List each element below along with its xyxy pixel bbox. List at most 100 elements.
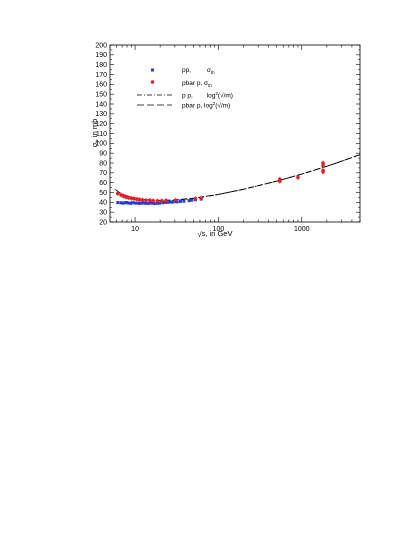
x-tick-label: 1000 (294, 226, 310, 233)
x-tick-labels: 10 100 1000 (131, 226, 309, 233)
pp-data-point (126, 201, 130, 205)
legend-ppfit-name: p p, (182, 93, 193, 100)
pp-data-point (152, 202, 156, 206)
y-tick-label: 200 (95, 42, 107, 49)
pp-data-point (116, 201, 120, 205)
pp-data-point (190, 198, 194, 202)
pp-data-point (158, 201, 162, 205)
legend: pp, σth pbar p, σth p p, log2(√/m) pbar … (137, 67, 233, 110)
pp-data-point (150, 201, 154, 205)
y-tick-label: 120 (95, 121, 107, 128)
legend-pbarpfit-sup: 2 (213, 101, 216, 106)
legend-pp-sub: th (211, 70, 215, 75)
legend-label-pbarp: pbar p, σth (182, 80, 212, 88)
y-tick-label: 90 (99, 151, 107, 158)
pp-data-point (161, 201, 165, 205)
legend-pbarpfit-tail: (√/m) (215, 102, 230, 110)
pp-data-point (141, 201, 145, 205)
pbarp-data-point (160, 198, 164, 203)
pp-data-point (144, 201, 148, 205)
pp-data-point (135, 201, 139, 205)
pbarp-data-point (147, 198, 152, 203)
pp-data-point (125, 201, 129, 205)
pbarp-data-point (296, 175, 300, 180)
y-tick-label: 130 (95, 111, 107, 118)
legend-label-pbarp-fit: pbar p, log2(√/m) (182, 101, 230, 110)
data-points (115, 160, 325, 206)
legend-marker-pp (151, 68, 154, 72)
pp-data-point (128, 201, 132, 205)
y-tick-labels: 20 30 40 50 60 70 80 90 100 110 120 130 140 150 160 170… (95, 42, 107, 226)
y-axis-sub: t (95, 141, 101, 143)
y-tick-label: 70 (99, 170, 107, 177)
y-tick-label: 30 (99, 210, 107, 217)
pbarp-data-point (129, 196, 134, 201)
pbarp-data-point (155, 199, 160, 203)
x-tick-label: 100 (213, 226, 225, 233)
pbarp-data-point (132, 196, 136, 201)
pbarp-data-point (164, 198, 168, 203)
pp-data-point (130, 201, 134, 205)
pp-data-point (182, 199, 186, 203)
pp-data-point (187, 199, 191, 203)
y-axis-sigma: σ (90, 142, 99, 147)
legend-ppfit-tail: (√/m) (218, 92, 233, 100)
pp-data-point (168, 200, 172, 204)
pbarp-data-point (137, 197, 141, 202)
axis-ticks (109, 44, 361, 223)
pp-data-point (132, 201, 136, 205)
pp-data-point (170, 200, 174, 204)
pbarp-data-point (115, 191, 120, 196)
pp-data-point (121, 201, 125, 205)
pbarp-data-point (144, 198, 148, 203)
y-tick-label: 60 (99, 180, 107, 187)
y-tick-label: 100 (95, 141, 107, 148)
legend-label-pp-fit: p p, log2(√/m) (182, 91, 233, 100)
y-axis-title: σt, in mb (90, 119, 101, 148)
pbarp-data-point (199, 196, 203, 201)
pbarp-data-point (124, 195, 128, 199)
legend-label-pp: pp, σth (182, 67, 215, 75)
pp-data-point (123, 201, 127, 205)
pbarp-data-point (151, 198, 156, 203)
pp-data-point (166, 200, 170, 204)
pp-data-point (147, 201, 151, 205)
legend-pbarp-name: pbar p, σ (182, 80, 208, 87)
y-tick-label: 20 (99, 219, 107, 226)
legend-pp-sigma: σ (207, 67, 211, 74)
pp-data-point (139, 201, 143, 205)
y-tick-label: 190 (95, 52, 107, 59)
x-axis-sqrt: √ (198, 230, 203, 239)
y-tick-label: 140 (95, 101, 107, 108)
pbarp-data-point (140, 198, 145, 202)
pbarp-data-point (173, 198, 178, 203)
y-tick-label: 180 (95, 62, 107, 69)
pbarp-data-point (321, 170, 325, 174)
x-axis-title: √s, in GeV (198, 229, 233, 239)
pbarp-data-point (193, 196, 198, 201)
x-axis-label-text: s, in GeV (202, 229, 233, 238)
y-tick-label: 110 (96, 131, 107, 138)
x-tick-label: 10 (131, 226, 139, 233)
legend-ppfit-sup: 2 (215, 91, 218, 96)
y-tick-label: 160 (95, 82, 107, 89)
pp-data-point (175, 200, 179, 204)
y-tick-label: 150 (95, 92, 107, 99)
pbarp-data-point (278, 177, 282, 182)
pp-data-point (137, 201, 141, 205)
pp-data-point (163, 200, 167, 204)
legend-marker-pbarp (150, 80, 155, 84)
legend-pp-name: pp, (182, 67, 191, 74)
y-tick-label: 40 (99, 200, 107, 207)
y-axis-rest: , in mb (90, 119, 99, 142)
legend-pbarp-sub: th (208, 83, 212, 88)
pp-data-point (178, 199, 182, 203)
legend-ppfit-formula: log (207, 93, 216, 100)
y-tick-label: 170 (95, 72, 107, 79)
legend-pbarpfit-name: pbar p, log (182, 103, 213, 110)
plot-frame (109, 44, 361, 223)
pp-data-point (119, 201, 123, 205)
y-tick-label: 50 (99, 190, 107, 197)
